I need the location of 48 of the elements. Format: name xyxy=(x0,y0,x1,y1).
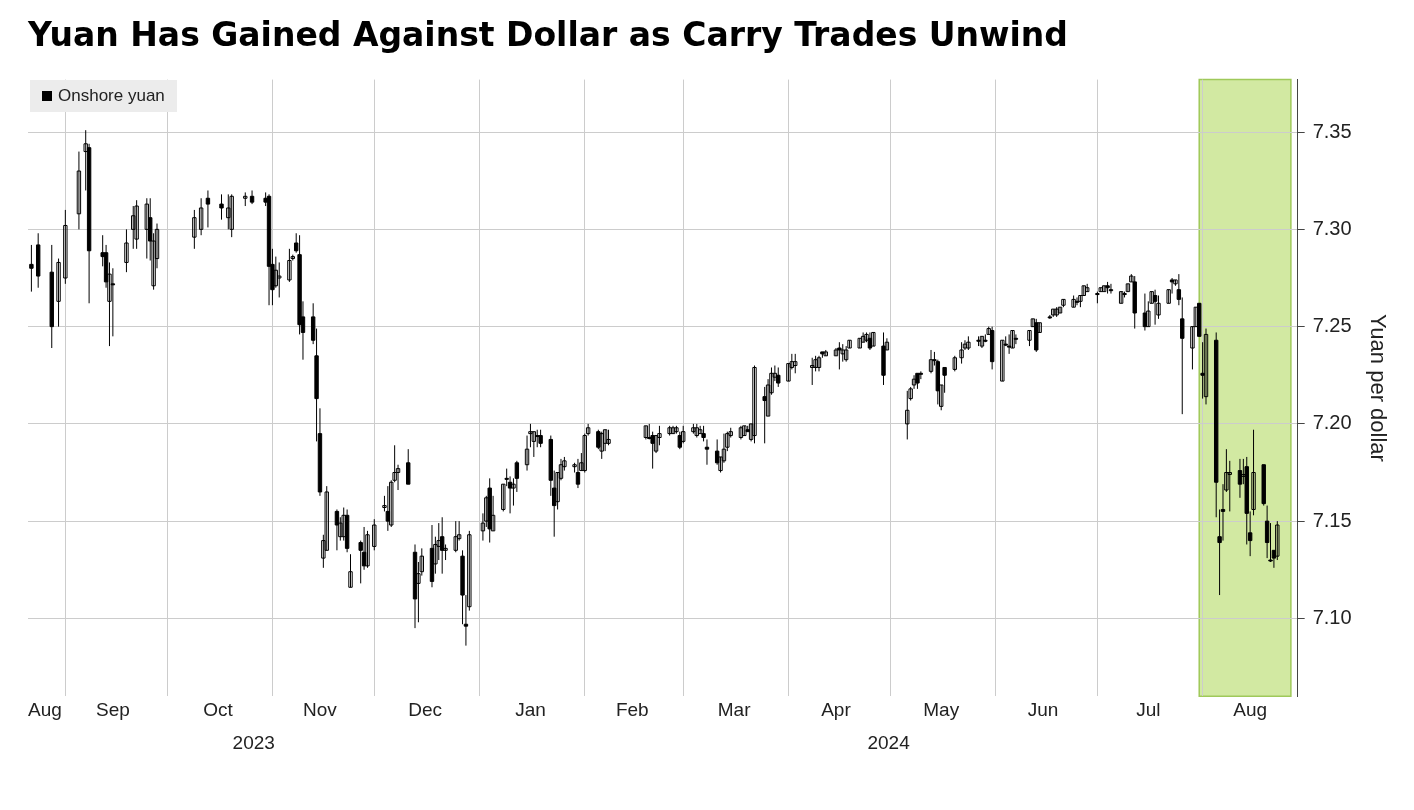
x-tick-label: Apr xyxy=(821,698,852,720)
x-tick-label: Jul xyxy=(1136,698,1161,720)
candlestick xyxy=(453,520,458,553)
candlestick xyxy=(226,193,231,230)
y-tick-label: 7.20 xyxy=(1312,411,1352,434)
candlestick xyxy=(1251,429,1256,516)
candlestick xyxy=(134,199,139,250)
candlestick xyxy=(192,209,197,250)
y-tick-label: 7.15 xyxy=(1312,508,1352,531)
candlestick xyxy=(752,365,757,444)
candlestick xyxy=(372,518,377,551)
candlestick xyxy=(277,261,282,298)
candlestick xyxy=(905,390,910,440)
x-tick-label: Aug xyxy=(1233,698,1268,720)
candlestick xyxy=(1000,339,1005,382)
candlestick xyxy=(131,205,136,250)
legend-label: Onshore yuan xyxy=(58,86,165,106)
candlestick xyxy=(1203,328,1209,405)
y-tick-label: 7.30 xyxy=(1312,216,1352,239)
text: 2024 xyxy=(867,731,911,753)
x-tick-label: Jan xyxy=(515,698,546,720)
candlestick xyxy=(63,209,68,285)
x-tick-label: Dec xyxy=(408,698,443,720)
candlestick xyxy=(959,341,964,365)
x-tick-label: Sep xyxy=(95,698,130,720)
candlestick xyxy=(524,435,530,472)
x-tick-label: Feb xyxy=(615,698,649,720)
candlestick xyxy=(198,197,204,236)
candlestick xyxy=(365,530,370,569)
candlestick xyxy=(56,258,61,328)
x-tick-label: Jun xyxy=(1027,698,1059,720)
y-tick-label: 7.35 xyxy=(1312,119,1352,142)
candlestick xyxy=(599,431,604,460)
candlestick xyxy=(1275,520,1280,561)
y-axis-title: Yuan per dollar xyxy=(1365,313,1391,462)
x-tick-label: Aug xyxy=(28,698,62,720)
x-tick-label: Oct xyxy=(203,698,234,720)
y-tick-label: 7.25 xyxy=(1312,314,1352,337)
candlestick xyxy=(348,553,353,588)
text: 2023 xyxy=(232,731,275,753)
candlestick xyxy=(124,228,129,273)
candlestick xyxy=(229,193,234,238)
y-tick-label: 7.10 xyxy=(1312,605,1352,628)
x-tick-label: May xyxy=(923,698,960,720)
chart-title: Yuan Has Gained Against Dollar as Carry Trades Unwind xyxy=(27,15,1068,55)
candlestick xyxy=(76,151,82,230)
x-tick-label: Mar xyxy=(717,698,752,720)
x-tick-label: Nov xyxy=(303,698,338,720)
